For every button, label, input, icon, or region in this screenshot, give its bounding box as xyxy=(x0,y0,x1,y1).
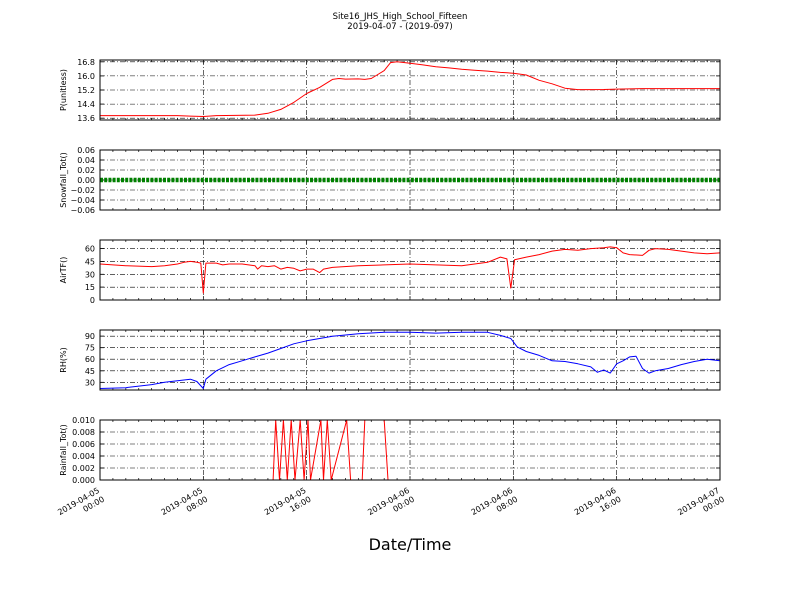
y-axis-label: Snowfall_Tot() xyxy=(59,152,68,208)
panel-frame xyxy=(99,149,721,211)
x-tick-label: 2019-04-0616:00 xyxy=(573,486,623,526)
x-tick-label: 2019-04-0508:00 xyxy=(160,486,210,526)
y-tick-label: 13.6 xyxy=(77,114,95,123)
y-tick-label: 0.008 xyxy=(72,428,95,437)
y-tick-label: 14.4 xyxy=(77,100,95,109)
panel-3: 0 15 30 45 60 AirTF() xyxy=(59,239,721,305)
y-tick-label: −0.02 xyxy=(70,186,95,195)
y-tick-label: −0.04 xyxy=(70,196,95,205)
panel-frame xyxy=(99,59,721,121)
y-tick-label: 0 xyxy=(90,296,95,305)
x-tick-label: 2019-04-0700:00 xyxy=(676,486,726,526)
y-tick-label: 16.8 xyxy=(77,58,95,67)
panel-frame xyxy=(99,329,721,391)
y-tick-label: 16.0 xyxy=(77,72,95,81)
panel-2: −0.06−0.04−0.020.000.020.040.06 Snowfall_… xyxy=(59,146,721,215)
y-tick-label: 75 xyxy=(85,344,95,353)
x-tick-label: 2019-04-0600:00 xyxy=(366,486,416,526)
y-tick-label: 0.00 xyxy=(77,176,95,185)
y-tick-label: 0.04 xyxy=(77,156,95,165)
x-axis-label: Date/Time xyxy=(369,535,452,554)
panel-5: 0.000 0.002 0.004 0.006 0.008 0.010 Rainfall_T… xyxy=(59,416,721,485)
panel-4: 30 45 60 75 90 RH(%) xyxy=(59,329,721,391)
panel-frame xyxy=(99,419,721,481)
figure-title: Site16_JHS_High_School_Fifteen xyxy=(333,12,468,22)
y-tick-label: 30 xyxy=(85,270,95,279)
y-tick-label: 15 xyxy=(85,283,95,292)
y-tick-label: 60 xyxy=(85,245,95,254)
x-tick-label: 2019-04-0500:00 xyxy=(56,486,106,526)
x-tick-label: 2019-04-0516:00 xyxy=(263,486,313,526)
y-axis-label: AirTF() xyxy=(59,257,68,284)
x-axis-tick-labels: 2019-04-0500:00 2019-04-0508:00 2019-04-05… xyxy=(56,486,726,526)
series-line xyxy=(100,331,720,389)
y-tick-label: 15.2 xyxy=(77,86,95,95)
y-tick-label: 0.02 xyxy=(77,166,95,175)
panel-frame xyxy=(99,239,721,301)
series-line xyxy=(100,420,720,480)
y-tick-label: 60 xyxy=(85,355,95,364)
y-axis-label: P(unitless) xyxy=(59,69,68,111)
x-tick-label: 2019-04-0608:00 xyxy=(470,486,520,526)
y-tick-label: 0.002 xyxy=(72,464,95,473)
series-line xyxy=(100,246,720,294)
y-tick-label: 30 xyxy=(85,378,95,387)
y-tick-label: 0.006 xyxy=(72,440,95,449)
chart-panels: 13.614.415.216.016.8P(unitless)−0.06−0.0… xyxy=(59,58,721,485)
y-axis-label: RH(%) xyxy=(59,347,68,372)
y-tick-label: 0.06 xyxy=(77,146,95,155)
figure-subtitle: 2019-04-07 - (2019-097) xyxy=(347,22,452,32)
y-tick-label: 0.004 xyxy=(72,452,95,461)
panel-1: 13.6 14.4 15.2 16.0 16.8 P(unitless) xyxy=(59,58,721,123)
y-tick-label: −0.06 xyxy=(70,206,95,215)
y-axis-label: Rainfall_Tot() xyxy=(59,424,68,476)
y-tick-label: 90 xyxy=(85,332,95,341)
y-tick-label: 0.010 xyxy=(72,416,95,425)
y-tick-label: 45 xyxy=(85,257,95,266)
y-tick-label: 45 xyxy=(85,367,95,376)
series-line xyxy=(100,61,720,117)
y-tick-label: 0.000 xyxy=(72,476,95,485)
